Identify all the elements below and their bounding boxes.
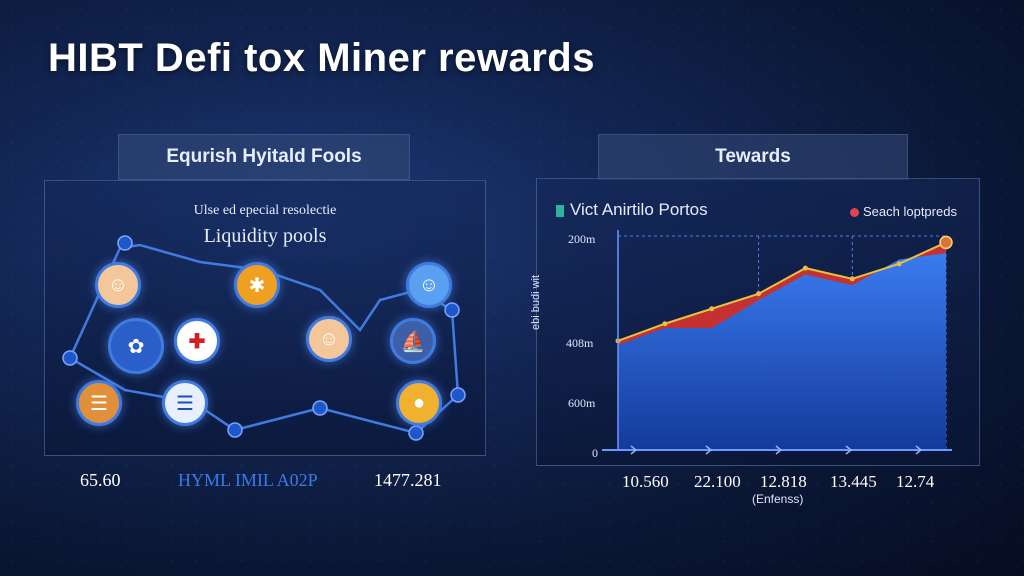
- data-point: [849, 276, 855, 282]
- bottom-value-3: 1477.281: [374, 470, 442, 490]
- x-axis-arrow: [630, 445, 638, 455]
- basket-icon: ☰: [76, 380, 122, 426]
- x-tick-label: 22.100: [694, 472, 741, 491]
- legend-label-1: Vict Anirtilo Portos: [570, 200, 708, 219]
- data-point-end: [939, 235, 953, 250]
- y-tick-label: 600m: [568, 396, 596, 410]
- ship-icon: ⛵: [390, 318, 436, 364]
- rewards-area-chart: [602, 230, 953, 455]
- x-axis-arrow: [775, 445, 783, 455]
- x-axis-arrow: [705, 445, 713, 455]
- pool-node-dot: [450, 387, 466, 403]
- avatar-red-hat-icon: ☺: [95, 262, 141, 308]
- pool-node-dot: [444, 302, 460, 318]
- avatar-chef-icon: ☺: [306, 316, 352, 362]
- x-axis-label: (Enfenss): [752, 492, 804, 506]
- x-axis-arrow: [915, 445, 923, 455]
- x-tick-label: 10.560: [622, 472, 669, 491]
- red-cross-icon: ✚: [174, 318, 220, 364]
- greek-flag-icon: ☰: [162, 380, 208, 426]
- flame-icon: ✱: [234, 262, 280, 308]
- x-tick-label: 12.74: [896, 472, 935, 491]
- legend-label-2: Seach loptpreds: [863, 204, 957, 219]
- series-area-blue: [618, 253, 946, 450]
- legend-item-2: Seach loptpreds: [850, 204, 957, 219]
- legend-swatch-1: [556, 204, 564, 217]
- bottom-value-2: HYML IMIL A02P: [178, 470, 318, 490]
- y-tick-label: 200m: [568, 232, 596, 246]
- coin-icon: ●: [396, 380, 442, 426]
- data-point: [662, 321, 668, 327]
- pool-node-dot: [117, 235, 133, 251]
- data-point: [896, 261, 902, 267]
- y-tick-label: 0: [592, 446, 598, 460]
- legend-swatch-2: [850, 208, 859, 218]
- x-axis-arrow: [845, 445, 853, 455]
- avatar-blue-icon: ☺: [406, 262, 452, 308]
- pool-node-dot: [312, 400, 328, 416]
- pool-node-dot: [62, 350, 78, 366]
- data-point: [802, 265, 808, 271]
- pool-node-dot: [408, 425, 424, 441]
- x-tick-label: 13.445: [830, 472, 877, 491]
- data-point: [709, 306, 715, 312]
- left-header: Equrish Hyitald Fools: [118, 134, 410, 180]
- data-point: [756, 291, 762, 297]
- x-tick-label: 12.818: [760, 472, 807, 491]
- legend-item-1: Vict Anirtilo Portos: [556, 200, 708, 220]
- bottom-value-1: 65.60: [80, 470, 121, 490]
- right-header: Tewards: [598, 134, 908, 180]
- pool-node-dot: [227, 422, 243, 438]
- panel-subtitle-1: Ulse ed epecial resolectie: [193, 203, 337, 218]
- y-tick-label: 408m: [566, 336, 594, 350]
- page-title: HIBT Defi tox Miner rewards: [48, 36, 595, 80]
- brain-icon: ✿: [108, 318, 164, 374]
- panel-subtitle-2: Liquidity pools: [203, 225, 327, 247]
- series-line: [617, 241, 947, 342]
